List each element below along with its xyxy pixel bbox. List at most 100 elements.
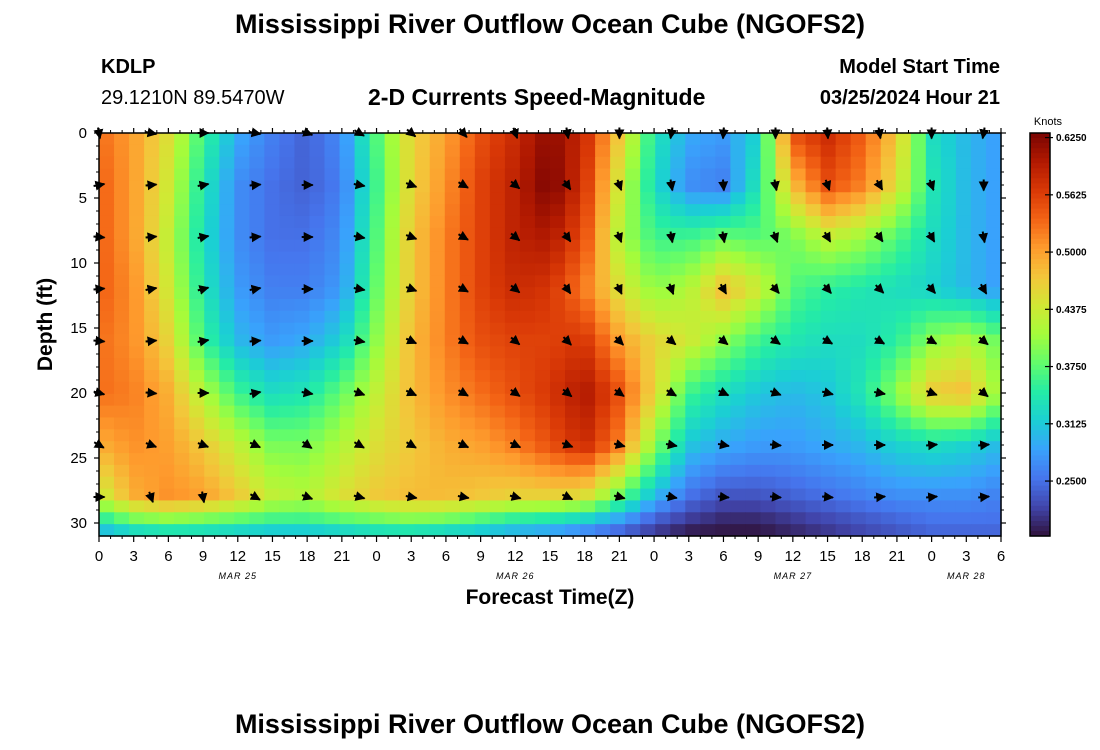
heatmap-cell [519,227,536,241]
y-axis-label: Depth (ft) [34,278,57,371]
heatmap-cell [384,168,401,182]
heatmap-cell [474,512,491,525]
heatmap-cell [309,227,326,241]
heatmap-cell [234,192,250,205]
heatmap-cell [489,275,506,288]
heatmap-cell [354,524,371,537]
heatmap-cell [369,405,386,419]
heatmap-cell [685,322,701,336]
heatmap-cell [159,215,175,229]
heatmap-cell [715,464,731,478]
heatmap-cell [429,227,446,241]
heatmap-cell [970,393,987,407]
heatmap-cell [189,500,205,513]
heatmap-cell [204,204,220,217]
heatmap-cell [745,215,762,229]
heatmap-cell [715,192,731,205]
heatmap-cell [895,524,912,537]
heatmap-cell [129,334,145,347]
colorbar-segment [1030,153,1050,159]
colorbar-segment [1030,218,1050,225]
heatmap-cell [880,192,897,205]
heatmap-cell [670,133,686,146]
heatmap-cell [294,512,311,525]
heatmap-cell [414,310,431,324]
heatmap-cell [204,393,220,407]
heatmap-cell [850,263,867,276]
heatmap-cell [174,441,190,454]
heatmap-cell [685,215,701,229]
heatmap-cell [610,287,626,300]
heatmap-cell [414,417,431,430]
heatmap-cell [910,204,927,217]
heatmap-cell [354,512,371,525]
heatmap-cell [895,287,912,300]
colorbar-segment [1030,173,1050,179]
current-vector-arrow [561,179,572,191]
heatmap-cell [219,346,235,359]
heatmap-cell [309,275,326,288]
heatmap-cell [309,310,326,324]
heatmap-cell [519,488,536,502]
heatmap-cell [264,417,280,430]
heatmap-cell [775,370,792,383]
colorbar-segment [1030,133,1050,139]
heatmap-cell [805,441,822,454]
heatmap-cell [384,204,401,217]
heatmap-cell [249,429,265,442]
heatmap-cell [625,334,641,347]
heatmap-cell [459,370,476,383]
colorbar-segment [1030,379,1050,386]
heatmap-cell [459,204,476,217]
heatmap-cell [820,156,837,170]
colorbar-segment [1030,309,1050,315]
heatmap-cell [715,358,731,371]
heatmap-cell [279,298,296,312]
heatmap-cell [354,263,371,276]
heatmap-cell [910,168,927,182]
heatmap-cell [144,192,160,205]
current-vector-arrow [405,283,418,293]
heatmap-cell [985,417,1002,430]
heatmap-cell [595,429,611,442]
heatmap-cell [474,251,491,264]
heatmap-cell [895,464,912,478]
heatmap-cell [595,405,611,419]
heatmap-cell [399,524,416,537]
heatmap-cell [595,476,611,490]
heatmap-cell [715,476,731,490]
heatmap-cell [534,156,551,170]
heatmap-cell [234,417,250,430]
heatmap-cell [489,441,506,454]
heatmap-cell [670,275,686,288]
heatmap-cell [159,263,175,276]
heatmap-cell [700,393,716,407]
heatmap-cell [730,370,747,383]
current-vector-arrow [249,336,262,347]
heatmap-cell [580,263,596,276]
heatmap-cell [820,464,837,478]
station-coordinates: 29.1210N 89.5470W [101,87,285,109]
heatmap-cell [519,393,536,407]
heatmap-cell [820,215,837,229]
heatmap-cell [925,334,942,347]
heatmap-cell [429,512,446,525]
heatmap-cell [985,251,1002,264]
heatmap-cell [580,417,596,430]
heatmap-cell [910,453,927,466]
colorbar-segment [1030,168,1050,174]
heatmap-cell [925,441,942,454]
heatmap-cell [414,346,431,359]
heatmap-cell [835,488,852,502]
heatmap-cell [580,476,596,490]
heatmap-cell [790,251,807,264]
heatmap-cell [550,322,566,336]
heatmap-cell [595,310,611,324]
heatmap-cell [970,464,987,478]
heatmap-cell [940,381,957,395]
heatmap-cell [700,298,716,312]
heatmap-cell [940,393,957,407]
colorbar-segment [1030,359,1050,366]
heatmap-cell [700,524,716,537]
x-tick-label: 18 [576,548,593,565]
